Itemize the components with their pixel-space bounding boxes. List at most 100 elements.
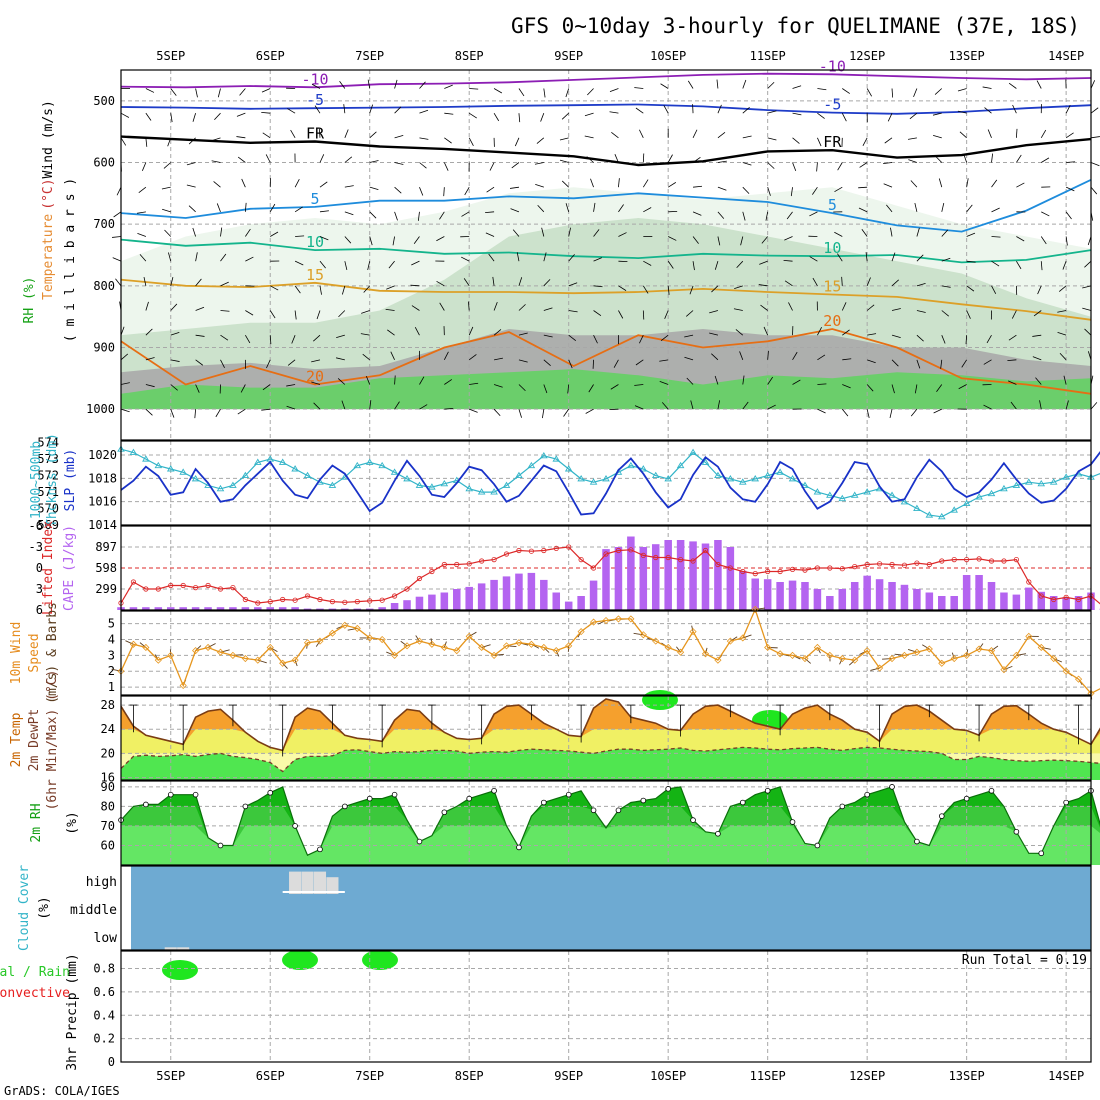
wind-barb — [883, 183, 893, 188]
cape-bar — [291, 607, 299, 610]
cloud-background — [131, 866, 1091, 950]
p5-dewpt-label: 2m DewPt — [27, 709, 42, 772]
wind-barb — [1036, 80, 1042, 89]
temperature-contour — [120, 278, 1092, 321]
cape-bar — [527, 572, 536, 610]
slp-thickness-panel: 1014 1016 1018 1020 569 570 571 572 573 574 — [37, 436, 1100, 532]
wind-barb — [1065, 211, 1072, 220]
wind-barb — [966, 178, 969, 188]
wind10m-panel: 1 2 34 5 — [108, 605, 1100, 700]
li-marker — [491, 556, 497, 563]
li-marker — [926, 561, 932, 568]
wind-barb — [957, 110, 967, 114]
wind-barb — [565, 203, 570, 212]
rh-marker — [988, 787, 995, 794]
wind-barb — [1057, 332, 1067, 336]
wind-barb — [311, 83, 321, 89]
wind-barb — [164, 229, 172, 237]
wind-barb — [369, 186, 379, 191]
wind-barb — [812, 186, 818, 195]
wind-barb — [965, 335, 968, 345]
wind-speed-marker — [751, 605, 759, 613]
wind-barb — [468, 354, 477, 361]
wind-barb — [485, 232, 495, 237]
contour-label: 10 — [823, 239, 841, 257]
wind-speed-marker — [328, 629, 336, 637]
wind-barb — [461, 211, 470, 217]
li-marker — [590, 565, 597, 571]
bottom-date-label: 6SEP — [256, 1069, 285, 1083]
li-tick-label: -3 — [29, 540, 43, 554]
wind-speed-marker — [1062, 667, 1070, 675]
wind-speed-marker — [639, 631, 647, 639]
wind-speed-marker — [888, 654, 896, 663]
wind-barb — [112, 257, 122, 262]
wind-barb — [618, 310, 624, 319]
wind-barb — [1040, 236, 1047, 245]
wind-barb — [509, 186, 520, 189]
wind-barb — [337, 378, 346, 385]
cape-bar — [1025, 587, 1033, 610]
wind-speed-marker — [577, 628, 585, 636]
cape-bar — [415, 596, 424, 610]
wind-barb — [717, 400, 721, 410]
wind-barb — [940, 359, 943, 369]
top-date-label: 12SEP — [849, 49, 885, 63]
y-tick-label: 1 — [108, 680, 115, 694]
wind-speed-marker — [303, 639, 312, 647]
thickness-marker — [714, 471, 722, 479]
wind-barb — [907, 648, 918, 653]
wind-barb — [941, 335, 946, 344]
wind-barb — [858, 207, 868, 213]
wind-barb — [716, 79, 719, 89]
wind-barb — [419, 109, 429, 114]
thickness-marker — [664, 475, 672, 482]
p2-thickness-label2: Thcknss (dm) — [45, 433, 60, 527]
wind-barb — [469, 408, 478, 413]
wind-barb — [216, 203, 221, 212]
wind-barb — [419, 162, 427, 169]
wind-barb — [294, 659, 298, 667]
wind-speed-marker — [813, 643, 821, 652]
wind-barb — [961, 359, 967, 368]
wind-barb — [567, 384, 570, 394]
wind-barb — [866, 409, 870, 419]
panel-frame — [120, 525, 1092, 611]
wind-barb — [241, 178, 246, 188]
wind-barb — [211, 137, 221, 141]
wind-barb — [262, 132, 271, 139]
rh-marker — [839, 803, 846, 810]
wind-barb — [891, 252, 896, 262]
wind-barb — [1040, 261, 1043, 271]
wind-barb — [841, 112, 847, 122]
wind-barb — [792, 112, 802, 116]
contour-label: 5 — [828, 196, 837, 214]
li-marker — [367, 598, 373, 604]
wind-barb — [287, 108, 296, 114]
li-tick-label: -6 — [29, 519, 43, 533]
li-marker — [217, 586, 224, 592]
wind-barb — [419, 187, 424, 196]
wind-speed-marker — [391, 651, 399, 659]
p5-temp-label: 2m Temp — [9, 712, 24, 767]
cape-bar — [1062, 597, 1070, 610]
wind-barb — [1041, 647, 1051, 650]
wind-speed-marker — [266, 643, 274, 652]
wind-barb — [767, 81, 775, 89]
wind-barb — [817, 112, 825, 119]
cape-bar — [490, 579, 498, 610]
wind-barb — [543, 334, 553, 338]
rh-marker — [739, 799, 746, 806]
wind-barb — [1084, 260, 1092, 268]
wind-barb — [1033, 310, 1042, 317]
thickness-marker — [627, 461, 635, 469]
wind-barb — [633, 632, 644, 636]
wind-barb — [1032, 334, 1042, 337]
wind-speed-marker — [826, 651, 834, 659]
cape-bar — [502, 576, 511, 610]
contour-label: 15 — [306, 266, 324, 284]
wind-barb — [593, 229, 600, 237]
temperature-contour — [120, 328, 1092, 395]
wind-barb — [916, 282, 926, 287]
wind-barb — [543, 359, 551, 367]
